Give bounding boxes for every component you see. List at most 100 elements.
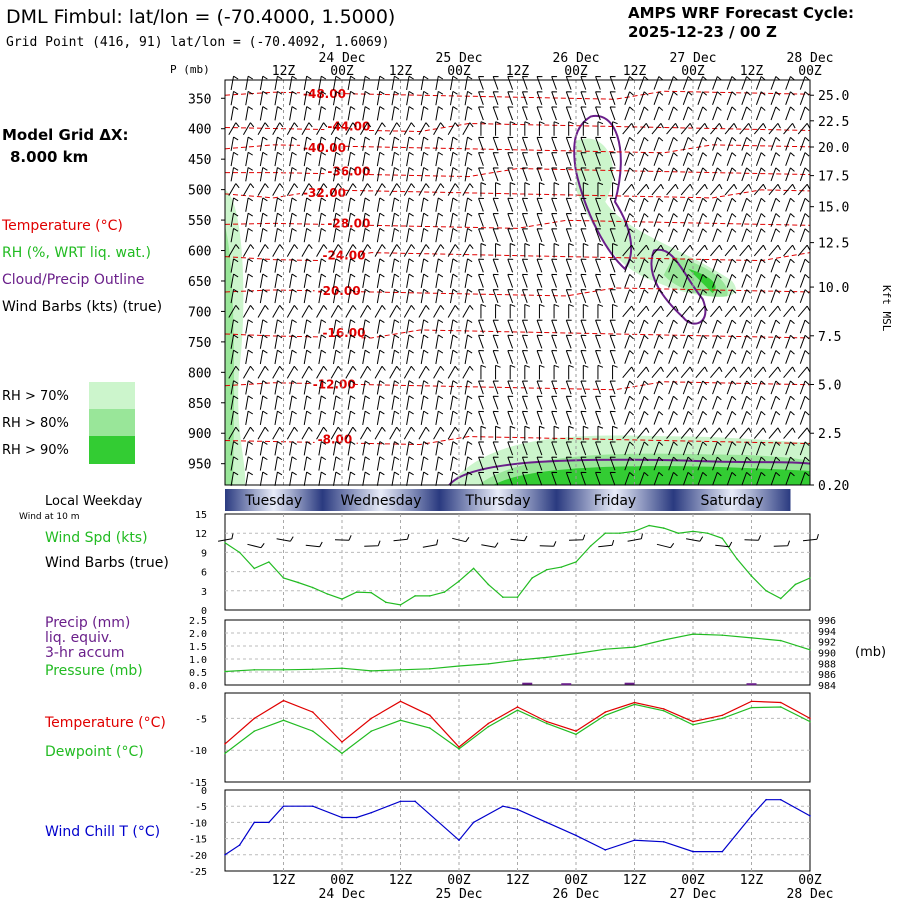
wind-barb [492, 258, 499, 273]
pressure-tick-label: 800 [188, 366, 211, 381]
wind-barb [770, 411, 781, 425]
wind-barb [624, 228, 634, 243]
wind-speed-line-point [414, 595, 416, 597]
wind-barb-surface [802, 533, 819, 542]
wind-barb [622, 183, 635, 196]
wind-barb [362, 395, 370, 410]
wind-barb [609, 410, 616, 425]
wind-barb [536, 471, 543, 486]
height-tick-label: 17.5 [818, 170, 849, 185]
wind-barb [374, 122, 386, 136]
wind-barb [565, 106, 572, 121]
wind-barb [243, 305, 255, 318]
wind-barb [230, 288, 239, 304]
wind-barb [391, 456, 400, 471]
wind-barb [507, 258, 514, 273]
wind-barb [228, 365, 240, 379]
wind-barb [406, 136, 414, 151]
wind-barb [464, 410, 473, 425]
wind-barb [289, 167, 297, 182]
wind-barb [507, 410, 514, 425]
wind-barb [449, 227, 458, 243]
wind-barb [609, 91, 616, 106]
wind-barb [739, 183, 752, 196]
wind-barb [697, 106, 708, 121]
wind-barb [420, 167, 429, 182]
wind-barb [538, 303, 545, 319]
wind-barb [507, 471, 514, 486]
wind-barb [553, 182, 560, 197]
wind-barb [259, 319, 268, 334]
wind-barb [332, 410, 341, 425]
wind-barb [651, 305, 664, 318]
wind-barb [478, 167, 484, 182]
wind-barb [303, 288, 312, 304]
wind-barb [580, 106, 587, 121]
wind-barb [303, 471, 312, 486]
wind-barb [330, 183, 342, 196]
wind-barb [697, 380, 708, 395]
wind-chill-tick-label: -20 [189, 851, 207, 862]
dewpoint-line-point [516, 709, 519, 711]
wind-barb [406, 227, 414, 243]
wind-speed-line-point [633, 530, 636, 533]
wind-barb [682, 411, 693, 425]
wind-barb [420, 349, 429, 365]
wind-barb [553, 121, 560, 136]
wind-barb [362, 441, 370, 456]
wind-barb [653, 213, 664, 227]
wind-barb [245, 167, 253, 182]
wind-barb [480, 121, 487, 136]
wind-barb [274, 90, 283, 106]
wind-barb [245, 334, 253, 349]
wind-barb [712, 136, 722, 151]
height-tick-label: 7.5 [818, 330, 841, 345]
wind-barb [303, 380, 312, 395]
wind-barb [332, 441, 341, 456]
wind-barb [303, 319, 312, 334]
pressure-tick-label: 700 [188, 305, 211, 320]
local-weekday-label: Local Weekday [45, 494, 143, 509]
wind-barb [682, 456, 693, 471]
wind-barb [347, 212, 356, 228]
wind-barb [464, 258, 473, 273]
wind-barb [580, 228, 587, 243]
wind-barb [668, 76, 678, 90]
wind-barb [257, 365, 269, 379]
wind-barb [376, 334, 385, 349]
wind-barb [624, 213, 634, 227]
wind-barb [797, 123, 811, 135]
wind-barb [580, 334, 587, 349]
wind-barb [624, 152, 634, 166]
temperature-line-point [633, 701, 636, 704]
precip-tick-label: 1.0 [189, 655, 207, 666]
wind-barb [391, 349, 400, 365]
wind-barb [245, 227, 253, 243]
wind-barb [609, 212, 616, 227]
wind-barb [770, 395, 781, 410]
wind-barb [257, 305, 269, 318]
wind-barb [259, 410, 268, 425]
wind-speed-line-point [385, 601, 387, 604]
wind-barb [492, 456, 499, 471]
wind-barb [521, 136, 528, 151]
wind-barb [697, 411, 708, 425]
wind-barb [712, 152, 722, 166]
wind-barb [770, 167, 781, 182]
wind-barb [741, 274, 751, 288]
wind-barb [433, 244, 445, 257]
wind-barb [478, 319, 484, 334]
wind-barb [289, 410, 297, 425]
wind-barb [565, 258, 572, 273]
wind-barb [785, 106, 795, 121]
wind-barb [391, 441, 400, 456]
wind-barb [403, 183, 416, 196]
wind-barb [420, 288, 429, 304]
wind-barb [538, 364, 545, 380]
date-tick-label: 27 Dec [670, 887, 717, 900]
wind-barb [551, 334, 558, 349]
wind-barb [332, 288, 341, 304]
wind-barb [770, 289, 781, 303]
wind-barb [668, 258, 678, 273]
wind-speed-line-point [692, 530, 694, 533]
